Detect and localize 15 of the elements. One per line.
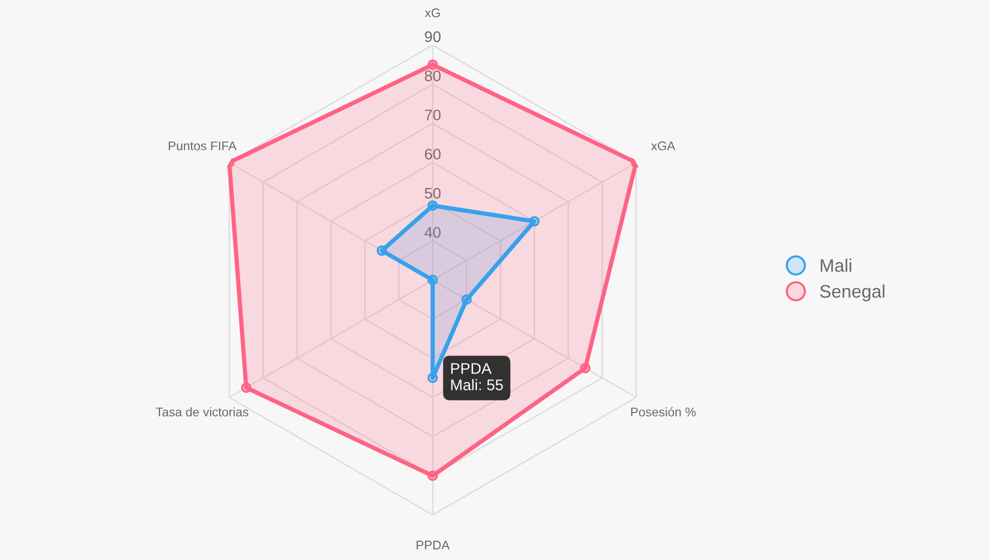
y-tick-label: 50 <box>424 188 441 199</box>
spoke-label: Tasa de victorias <box>156 407 248 416</box>
y-tick-label: 70 <box>424 110 441 120</box>
legend-label: Mali <box>820 258 852 272</box>
y-tick-label: 60 <box>424 148 441 160</box>
spoke-label: Posesión % <box>631 407 696 416</box>
legend-label: Senegal <box>820 284 884 302</box>
spoke-label: xGA <box>651 141 676 150</box>
y-tick-label: 90 <box>424 31 441 42</box>
spoke-label: xG <box>424 8 440 18</box>
y-tick-label: 80 <box>424 70 441 82</box>
text: PPDA Mali: 55 <box>451 363 503 390</box>
y-tick-label: 40 <box>424 227 441 238</box>
spoke-label: PPDA <box>416 540 450 550</box>
spoke-label: Puntos FIFA <box>168 142 237 150</box>
